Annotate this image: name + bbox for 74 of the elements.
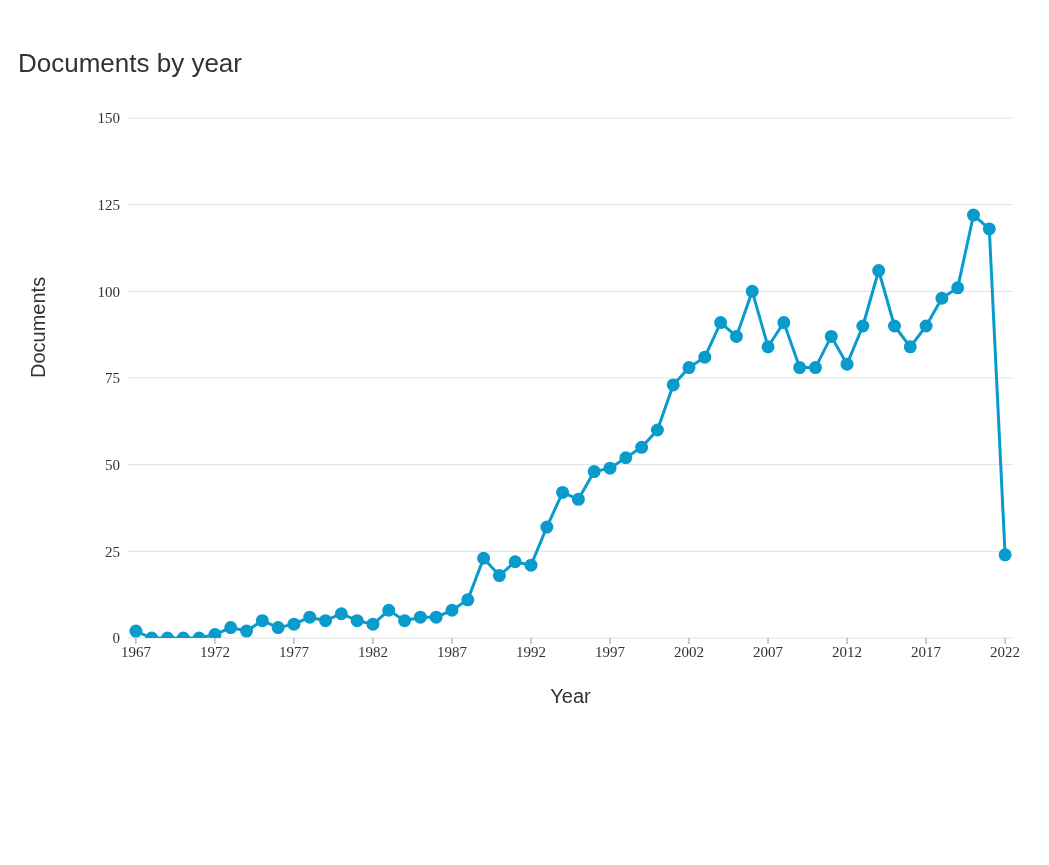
point <box>650 423 664 437</box>
point <box>334 607 348 621</box>
point <box>919 319 933 333</box>
x-axis-title: Year <box>550 685 592 707</box>
point <box>350 614 364 628</box>
point <box>635 440 649 454</box>
point <box>808 361 822 375</box>
y-tick-label: 50 <box>105 456 120 473</box>
point <box>903 340 917 354</box>
y-tick-label: 0 <box>112 630 120 647</box>
y-tick-label: 75 <box>105 370 120 387</box>
x-tick-label: 1967 <box>120 643 152 660</box>
point <box>492 569 506 583</box>
x-tick-label: 2022 <box>990 643 1021 660</box>
point <box>698 350 712 364</box>
point <box>382 603 396 617</box>
x-tick-label: 1997 <box>595 643 626 660</box>
point <box>240 624 254 638</box>
point <box>413 610 427 624</box>
point <box>445 603 459 617</box>
point <box>951 281 965 295</box>
point <box>429 610 443 624</box>
point <box>287 617 301 631</box>
point <box>571 492 585 506</box>
point <box>619 451 633 465</box>
point <box>856 319 870 333</box>
y-tick-label: 100 <box>97 283 120 300</box>
y-tick-label: 25 <box>105 543 120 560</box>
point <box>524 558 538 572</box>
y-tick-label: 150 <box>97 110 120 127</box>
x-tick-label: 2017 <box>911 643 942 660</box>
x-tick-label: 1977 <box>278 643 310 660</box>
point <box>761 340 775 354</box>
point <box>271 621 285 635</box>
x-tick-label: 1972 <box>199 643 230 660</box>
point <box>998 548 1012 562</box>
point <box>966 208 980 222</box>
point <box>887 319 901 333</box>
point <box>793 361 807 375</box>
point <box>208 628 222 638</box>
point <box>603 461 617 475</box>
point <box>224 621 238 635</box>
point <box>666 378 680 392</box>
x-tick-label: 1982 <box>357 643 388 660</box>
point <box>587 465 601 479</box>
x-tick-label: 2012 <box>832 643 863 660</box>
x-tick-label: 2007 <box>753 643 784 660</box>
x-tick-label: 2002 <box>674 643 705 660</box>
point <box>935 291 949 305</box>
y-tick-label: 125 <box>97 196 120 213</box>
point <box>872 264 886 278</box>
point <box>255 614 269 628</box>
point <box>461 593 475 607</box>
point <box>556 485 570 499</box>
point <box>745 284 759 298</box>
x-tick-label: 1987 <box>436 643 468 660</box>
point <box>129 624 143 638</box>
x-tick-label: 1992 <box>515 643 546 660</box>
y-axis-title: Documents <box>27 276 50 378</box>
point <box>682 361 696 375</box>
point <box>366 617 380 631</box>
point <box>540 520 554 534</box>
point <box>982 222 996 236</box>
chart-title: Documents by year <box>18 48 242 79</box>
point <box>398 614 412 628</box>
point <box>319 614 333 628</box>
point <box>840 357 854 371</box>
point <box>777 316 791 330</box>
point <box>508 555 522 569</box>
point <box>729 329 743 343</box>
point <box>303 610 317 624</box>
point <box>477 551 491 565</box>
point <box>714 316 728 330</box>
point <box>824 329 838 343</box>
